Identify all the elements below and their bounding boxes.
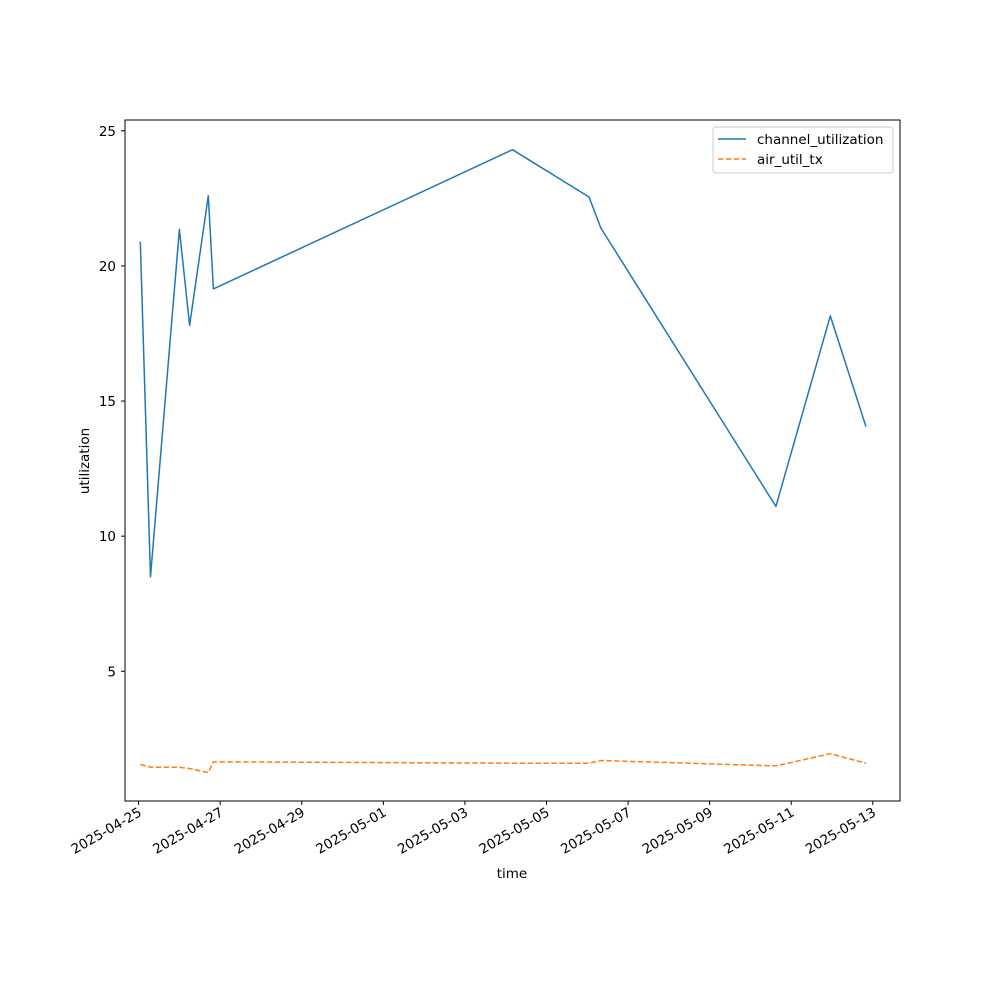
y-tick-label: 10	[99, 529, 116, 545]
lines-layer	[139, 148, 867, 774]
y-tick-label: 20	[99, 259, 116, 275]
x-axis-label: time	[497, 866, 528, 882]
y-axis-label: utilization	[77, 428, 93, 494]
y-tick-label: 25	[99, 124, 116, 140]
y-tick-label: 15	[99, 394, 116, 410]
legend-label: channel_utilization	[757, 132, 884, 148]
legend: channel_utilization air_util_tx	[712, 126, 894, 174]
plot-frame	[124, 119, 901, 802]
y-tick-label: 5	[107, 664, 116, 680]
series-line-channel-utilization	[139, 148, 867, 578]
legend-label: air_util_tx	[757, 152, 823, 168]
legend-box	[712, 126, 894, 174]
series-line-air-util-tx	[140, 752, 867, 774]
